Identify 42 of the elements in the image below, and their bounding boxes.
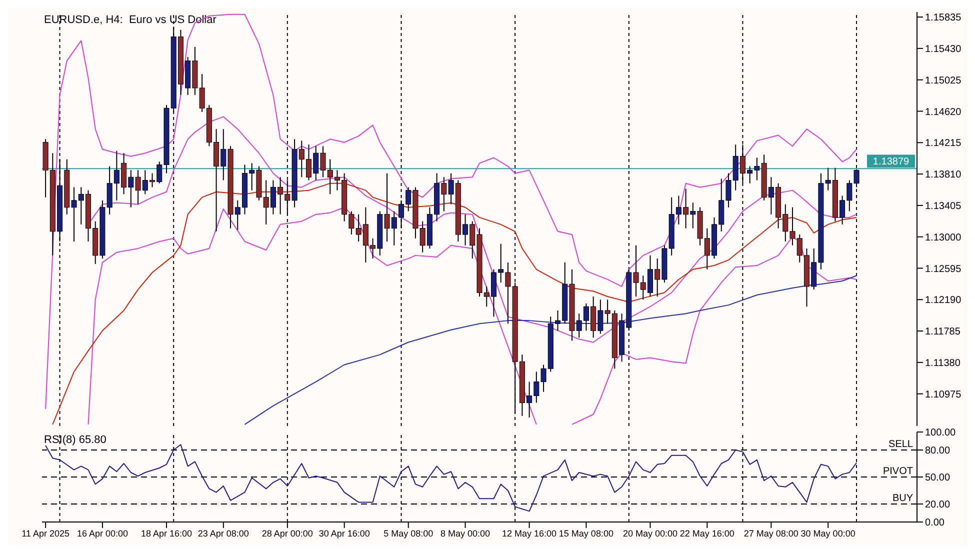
line-series [244,275,858,425]
x-tick-label: 11 Apr 2025 [22,528,70,538]
y-tick-label: 1.15025 [925,75,962,86]
x-tick-label: 12 May 16:00 [502,528,557,538]
line-series [45,444,858,512]
y-tick-label: 50.00 [925,472,950,484]
y-tick-label: 1.15430 [925,44,962,55]
y-tick-label: 1.11380 [925,358,961,369]
ref-line-label: 1.13879 [872,156,910,168]
y-tick-label: 1.12190 [925,295,962,306]
y-tick-label: 0.00 [925,518,945,529]
line-series [52,182,858,425]
x-tick-label: 27 May 08:00 [744,528,798,538]
ref-line-label: BUY [892,493,914,504]
x-tick-label: 16 Apr 00:00 [76,528,128,538]
x-tick-label: 18 Apr 16:00 [140,528,192,538]
y-tick-label: 20.00 [925,500,950,511]
x-tick-label: 22 May 16:00 [680,528,734,538]
y-tick-label: 1.13810 [925,170,962,181]
chart-title: RSI(8) 65.80 [44,434,106,446]
y-tick-label: 1.13000 [925,232,962,244]
x-tick-label: 15 May 08:00 [558,528,614,538]
y-tick-label: 1.12595 [925,264,962,275]
x-tick-label: 28 Apr 00:00 [262,528,313,538]
y-tick-label: 1.14620 [925,106,962,118]
y-tick-label: 100.00 [925,428,956,439]
y-tick-label: 80.00 [925,446,950,457]
y-tick-label: 1.11785 [925,326,961,338]
x-tick-label: 5 May 08:00 [384,528,434,538]
x-tick-label: 23 Apr 08:00 [198,528,249,538]
line-series [88,206,537,425]
line-series [45,14,858,410]
y-tick-label: 1.13405 [925,200,962,212]
x-tick-label: 8 May 00:00 [440,528,490,538]
y-tick-label: 1.10975 [925,389,962,400]
x-tick-label: 30 Apr 16:00 [318,528,370,538]
y-tick-label: 1.14215 [925,138,962,150]
ref-line-label: PIVOT [882,466,913,477]
x-tick-label: 20 May 00:00 [622,528,678,538]
ref-line-label: SELL [888,439,914,450]
y-tick-label: 1.15835 [925,12,962,24]
x-tick-label: 30 May 00:00 [800,528,856,538]
